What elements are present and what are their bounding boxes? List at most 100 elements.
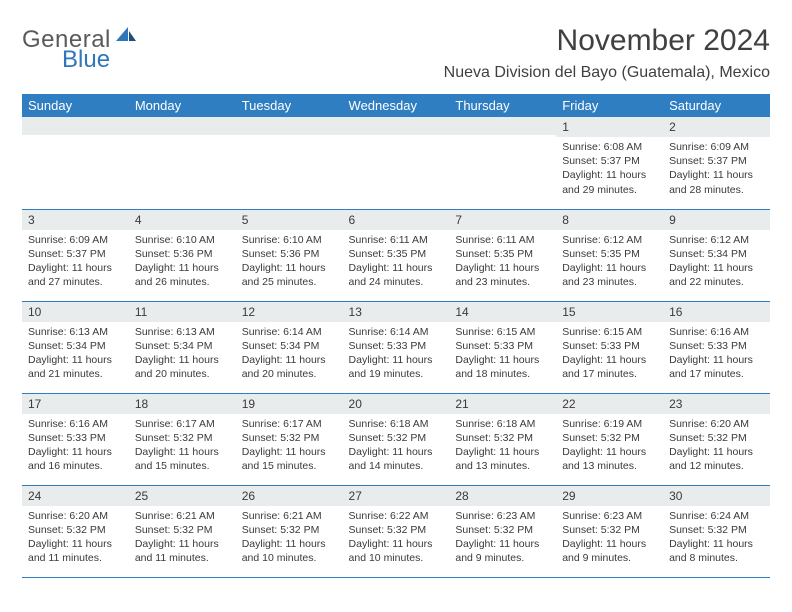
daylight-line: Daylight: 11 hours and 17 minutes. xyxy=(562,353,657,381)
sunrise-line: Sunrise: 6:09 AM xyxy=(28,233,123,247)
calendar-cell: 22Sunrise: 6:19 AMSunset: 5:32 PMDayligh… xyxy=(556,393,663,485)
calendar-cell: 18Sunrise: 6:17 AMSunset: 5:32 PMDayligh… xyxy=(129,393,236,485)
daylight-line: Daylight: 11 hours and 19 minutes. xyxy=(349,353,444,381)
calendar-cell: 28Sunrise: 6:23 AMSunset: 5:32 PMDayligh… xyxy=(449,485,556,577)
calendar-cell: 26Sunrise: 6:21 AMSunset: 5:32 PMDayligh… xyxy=(236,485,343,577)
calendar-cell: 24Sunrise: 6:20 AMSunset: 5:32 PMDayligh… xyxy=(22,485,129,577)
sunrise-line: Sunrise: 6:16 AM xyxy=(28,417,123,431)
daylight-line: Daylight: 11 hours and 29 minutes. xyxy=(562,168,657,196)
calendar-cell: 10Sunrise: 6:13 AMSunset: 5:34 PMDayligh… xyxy=(22,301,129,393)
day-text: Sunrise: 6:23 AMSunset: 5:32 PMDaylight:… xyxy=(449,506,556,570)
daylight-line: Daylight: 11 hours and 8 minutes. xyxy=(669,537,764,565)
day-text: Sunrise: 6:13 AMSunset: 5:34 PMDaylight:… xyxy=(129,322,236,386)
calendar-cell: 3Sunrise: 6:09 AMSunset: 5:37 PMDaylight… xyxy=(22,209,129,301)
daylight-line: Daylight: 11 hours and 15 minutes. xyxy=(135,445,230,473)
calendar-cell: 11Sunrise: 6:13 AMSunset: 5:34 PMDayligh… xyxy=(129,301,236,393)
sunset-line: Sunset: 5:35 PM xyxy=(562,247,657,261)
sunset-line: Sunset: 5:32 PM xyxy=(562,431,657,445)
sunset-line: Sunset: 5:36 PM xyxy=(135,247,230,261)
sunset-line: Sunset: 5:32 PM xyxy=(242,431,337,445)
sunrise-line: Sunrise: 6:10 AM xyxy=(242,233,337,247)
day-number xyxy=(343,117,450,135)
daylight-line: Daylight: 11 hours and 12 minutes. xyxy=(669,445,764,473)
day-number: 7 xyxy=(449,210,556,230)
sunrise-line: Sunrise: 6:15 AM xyxy=(562,325,657,339)
calendar-cell xyxy=(449,117,556,209)
daylight-line: Daylight: 11 hours and 14 minutes. xyxy=(349,445,444,473)
day-text: Sunrise: 6:12 AMSunset: 5:34 PMDaylight:… xyxy=(663,230,770,294)
day-number: 6 xyxy=(343,210,450,230)
daylight-line: Daylight: 11 hours and 11 minutes. xyxy=(28,537,123,565)
day-text: Sunrise: 6:23 AMSunset: 5:32 PMDaylight:… xyxy=(556,506,663,570)
sunrise-line: Sunrise: 6:13 AM xyxy=(135,325,230,339)
day-text xyxy=(343,135,450,189)
day-number: 13 xyxy=(343,302,450,322)
day-number: 23 xyxy=(663,394,770,414)
daylight-line: Daylight: 11 hours and 26 minutes. xyxy=(135,261,230,289)
day-text: Sunrise: 6:19 AMSunset: 5:32 PMDaylight:… xyxy=(556,414,663,478)
sunrise-line: Sunrise: 6:11 AM xyxy=(455,233,550,247)
daylight-line: Daylight: 11 hours and 18 minutes. xyxy=(455,353,550,381)
daylight-line: Daylight: 11 hours and 11 minutes. xyxy=(135,537,230,565)
sunrise-line: Sunrise: 6:12 AM xyxy=(562,233,657,247)
sunset-line: Sunset: 5:34 PM xyxy=(669,247,764,261)
sunrise-line: Sunrise: 6:20 AM xyxy=(28,509,123,523)
day-text xyxy=(22,135,129,189)
sunrise-line: Sunrise: 6:14 AM xyxy=(242,325,337,339)
sunrise-line: Sunrise: 6:16 AM xyxy=(669,325,764,339)
day-number: 4 xyxy=(129,210,236,230)
day-number: 9 xyxy=(663,210,770,230)
calendar-week: 17Sunrise: 6:16 AMSunset: 5:33 PMDayligh… xyxy=(22,393,770,485)
daylight-line: Daylight: 11 hours and 23 minutes. xyxy=(455,261,550,289)
daylight-line: Daylight: 11 hours and 13 minutes. xyxy=(562,445,657,473)
day-number: 10 xyxy=(22,302,129,322)
daylight-line: Daylight: 11 hours and 23 minutes. xyxy=(562,261,657,289)
sunrise-line: Sunrise: 6:08 AM xyxy=(562,140,657,154)
sunrise-line: Sunrise: 6:22 AM xyxy=(349,509,444,523)
calendar-body: 1Sunrise: 6:08 AMSunset: 5:37 PMDaylight… xyxy=(22,117,770,577)
sunset-line: Sunset: 5:33 PM xyxy=(455,339,550,353)
day-number: 25 xyxy=(129,486,236,506)
month-title: November 2024 xyxy=(444,24,770,58)
day-text: Sunrise: 6:20 AMSunset: 5:32 PMDaylight:… xyxy=(22,506,129,570)
sunset-line: Sunset: 5:36 PM xyxy=(242,247,337,261)
day-number xyxy=(449,117,556,135)
day-text: Sunrise: 6:24 AMSunset: 5:32 PMDaylight:… xyxy=(663,506,770,570)
sunrise-line: Sunrise: 6:15 AM xyxy=(455,325,550,339)
day-header-row: Sunday Monday Tuesday Wednesday Thursday… xyxy=(22,94,770,117)
sunset-line: Sunset: 5:37 PM xyxy=(28,247,123,261)
day-number: 27 xyxy=(343,486,450,506)
day-text: Sunrise: 6:17 AMSunset: 5:32 PMDaylight:… xyxy=(236,414,343,478)
calendar-cell: 1Sunrise: 6:08 AMSunset: 5:37 PMDaylight… xyxy=(556,117,663,209)
calendar-week: 10Sunrise: 6:13 AMSunset: 5:34 PMDayligh… xyxy=(22,301,770,393)
calendar-cell: 17Sunrise: 6:16 AMSunset: 5:33 PMDayligh… xyxy=(22,393,129,485)
sunset-line: Sunset: 5:32 PM xyxy=(349,523,444,537)
calendar-cell xyxy=(22,117,129,209)
sail-icon xyxy=(114,24,138,48)
sunrise-line: Sunrise: 6:21 AM xyxy=(135,509,230,523)
calendar-cell: 4 Sunrise: 6:10 AMSunset: 5:36 PMDaylight… xyxy=(129,209,236,301)
sunset-line: Sunset: 5:32 PM xyxy=(135,523,230,537)
calendar-cell: 27Sunrise: 6:22 AMSunset: 5:32 PMDayligh… xyxy=(343,485,450,577)
calendar-cell: 2Sunrise: 6:09 AMSunset: 5:37 PMDaylight… xyxy=(663,117,770,209)
day-text: Sunrise: 6:11 AMSunset: 5:35 PMDaylight:… xyxy=(449,230,556,294)
sunset-line: Sunset: 5:34 PM xyxy=(28,339,123,353)
day-number: 18 xyxy=(129,394,236,414)
calendar-cell xyxy=(343,117,450,209)
day-number: 22 xyxy=(556,394,663,414)
logo-word-2: Blue xyxy=(62,48,110,72)
calendar-week: 3Sunrise: 6:09 AMSunset: 5:37 PMDaylight… xyxy=(22,209,770,301)
sunset-line: Sunset: 5:33 PM xyxy=(349,339,444,353)
sunrise-line: Sunrise: 6:18 AM xyxy=(455,417,550,431)
daylight-line: Daylight: 11 hours and 20 minutes. xyxy=(242,353,337,381)
sunset-line: Sunset: 5:32 PM xyxy=(242,523,337,537)
sunset-line: Sunset: 5:37 PM xyxy=(562,154,657,168)
sunrise-line: Sunrise: 6:10 AM xyxy=(135,233,230,247)
sunrise-line: Sunrise: 6:18 AM xyxy=(349,417,444,431)
sunrise-line: Sunrise: 6:11 AM xyxy=(349,233,444,247)
page-header: General Blue November 2024 Nueva Divisio… xyxy=(22,24,770,82)
day-text: Sunrise: 6:16 AMSunset: 5:33 PMDaylight:… xyxy=(22,414,129,478)
day-number: 20 xyxy=(343,394,450,414)
sunrise-line: Sunrise: 6:21 AM xyxy=(242,509,337,523)
day-text: Sunrise: 6:17 AMSunset: 5:32 PMDaylight:… xyxy=(129,414,236,478)
